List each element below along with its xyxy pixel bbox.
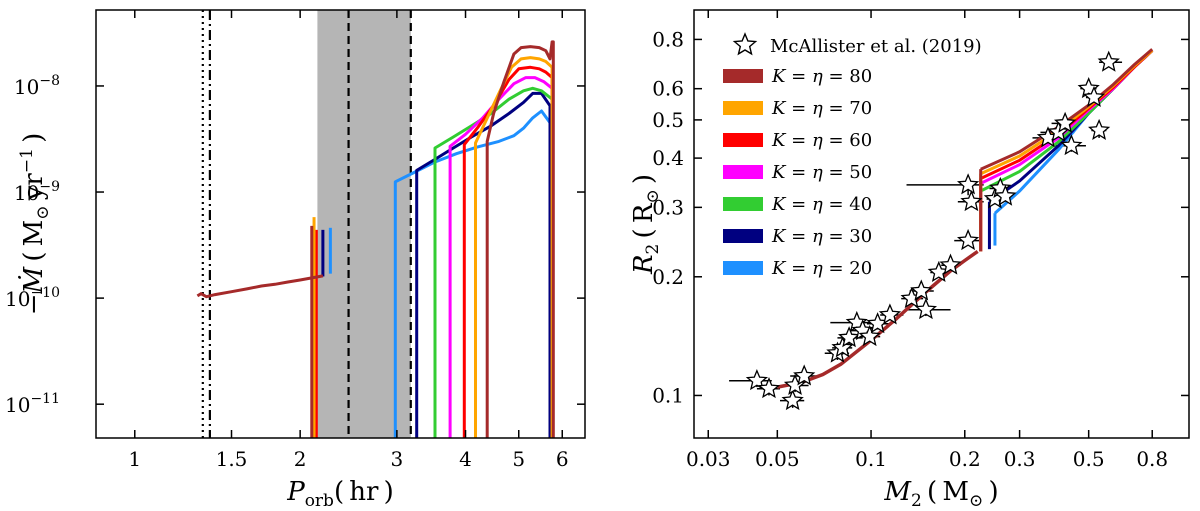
legend-swatch [723,69,763,83]
legend-label: K = η = 30 [771,226,872,247]
y-tick-label: 10−11 [5,391,60,417]
y-tick-label: 0.2 [652,265,684,289]
data-star-marker [910,279,933,301]
x-tick-label: 3 [391,447,404,471]
data-star-marker [1047,120,1070,142]
y-tick-exponent: −8 [39,73,60,89]
x-tick-label: 4 [459,447,472,471]
series-k40-line [433,86,554,438]
y-tick-exponent: −9 [39,179,60,195]
legend-swatch [723,197,763,211]
x-axis-label: Porb( hr ) [286,477,394,511]
legend-label: K = η = 50 [771,162,872,183]
series-k60-line [462,65,554,438]
x-tick-label: 1 [128,447,141,471]
series-k50-line [448,76,554,438]
data-star-marker [878,303,902,325]
y-tick-label: 0.5 [652,108,684,132]
series-k20-line [393,109,552,438]
legend-label: K = η = 40 [771,194,872,215]
series-k80-line [485,40,555,438]
data-star-marker [956,173,980,195]
data-star-marker [858,324,881,347]
y-tick-exponent: −11 [30,391,60,407]
y-axis-label: R2 ( R⊙ ) [629,174,663,275]
legend-swatch [723,165,763,179]
data-star-marker [960,190,983,212]
x-tick-label: 5 [512,447,525,471]
legend-label: K = η = 80 [771,66,872,87]
x-tick-label: 0.1 [855,447,887,471]
legend: McAllister et al. (2019) K = η = 80 K = η … [723,32,982,279]
series-k70-line [474,56,554,438]
x-axis-label: M2 ( M⊙ ) [883,477,998,511]
data-star-marker [745,369,769,391]
plot-frame [693,9,1190,439]
x-tick-label: 6 [556,447,569,471]
legend-label: K = η = 70 [771,98,872,119]
r2-vs-m2-panel: 0.03 0.05 0.1 0.2 0.3 0.5 0.8 0.1 0.2 0.3 0.4 0.5 0.… [629,9,1190,511]
y-tick-label: 0.3 [652,195,684,219]
x-tick-label: 0.05 [755,447,800,471]
data-star-marker [837,326,861,348]
x-tick-label: 0.8 [1136,447,1168,471]
data-star-marker [1088,118,1111,140]
data-star-marker [994,184,1017,206]
legend-swatch [723,229,763,243]
x-tick-label: 0.03 [686,447,731,471]
x-tick-label: 0.5 [1073,447,1105,471]
legend-label: K = η = 20 [771,258,872,279]
data-star-marker [939,253,962,275]
y-tick-label: 0.4 [652,146,684,170]
legend-swatch [723,261,763,275]
x-tick-label: 0.3 [1004,447,1036,471]
series-k30-line [415,91,552,438]
data-star-marker [793,364,816,386]
data-star-marker [956,228,980,251]
x-tick-label: 2 [294,447,307,471]
legend-star-marker [732,32,758,56]
data-star-marker [1053,111,1077,133]
y-axis-label: −Ṁ ( M⊙ yr−1 ) [17,133,53,316]
legend-swatch [723,101,763,115]
y-tick-label: 0.8 [652,27,684,51]
y-tick-exponent: −10 [30,285,60,301]
legend-label-observed: McAllister et al. (2019) [770,36,982,57]
data-star-marker [914,298,938,320]
legend-label: K = η = 60 [771,130,872,151]
data-star-marker [1097,50,1120,72]
data-star-marker [1060,134,1083,156]
x-tick-label: 0.2 [949,447,981,471]
y-tick-label: 0.6 [652,77,684,101]
plot-frame [95,9,586,439]
data-star-marker [781,389,804,411]
series-k80-detached [196,274,324,299]
data-star-marker [757,377,781,399]
data-star-marker [1082,85,1106,107]
y-tick-label: 10−8 [14,73,60,99]
legend-swatch [723,133,763,147]
track-k70-line [980,49,1154,176]
x-tick-label: 1.5 [216,447,248,471]
y-tick-label: 0.1 [652,383,684,407]
